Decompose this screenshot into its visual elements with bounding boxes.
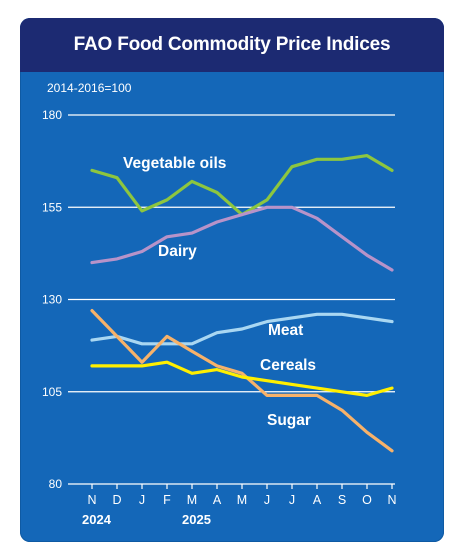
y-tick-label: 155 [42, 200, 62, 214]
series-label-sugar: Sugar [267, 412, 311, 429]
y-tick-label: 80 [49, 477, 63, 491]
x-tick-label: M [187, 493, 197, 507]
series-line-dairy [90, 205, 394, 272]
x-tick-label: M [237, 493, 247, 507]
year-label: 2024 [82, 512, 112, 527]
x-tick-label: O [362, 493, 372, 507]
series-line-meat [90, 312, 394, 346]
x-tick-label: F [163, 493, 171, 507]
year-label: 2025 [182, 512, 211, 527]
y-tick-label: 130 [42, 293, 62, 307]
x-tick-label: D [112, 493, 121, 507]
x-tick-label: J [139, 493, 145, 507]
series-line-sugar [90, 309, 394, 453]
x-tick-label: J [289, 493, 295, 507]
y-tick-label: 180 [42, 108, 62, 122]
chart-title: FAO Food Commodity Price Indices [20, 18, 444, 72]
x-tick-label: J [264, 493, 270, 507]
series-label-cereals: Cereals [260, 357, 316, 374]
chart-subtitle: 2014-2016=100 [47, 81, 132, 95]
series-line-cereals [90, 360, 394, 397]
line-chart: 2014-2016=100 80 105 130 155 180 Vegetable o… [42, 81, 397, 527]
series-label-vegetable-oils: Vegetable oils [123, 155, 226, 172]
series-label-meat: Meat [268, 322, 303, 339]
x-tick-label: N [87, 493, 96, 507]
series-label-dairy: Dairy [158, 243, 197, 260]
x-tick-label: A [213, 493, 222, 507]
y-tick-label: 105 [42, 385, 62, 399]
x-tick-label: A [313, 493, 322, 507]
x-tick-label: N [387, 493, 396, 507]
x-tick-label: S [338, 493, 346, 507]
chart-card: FAO Food Commodity Price Indices 2014-20… [20, 18, 444, 542]
